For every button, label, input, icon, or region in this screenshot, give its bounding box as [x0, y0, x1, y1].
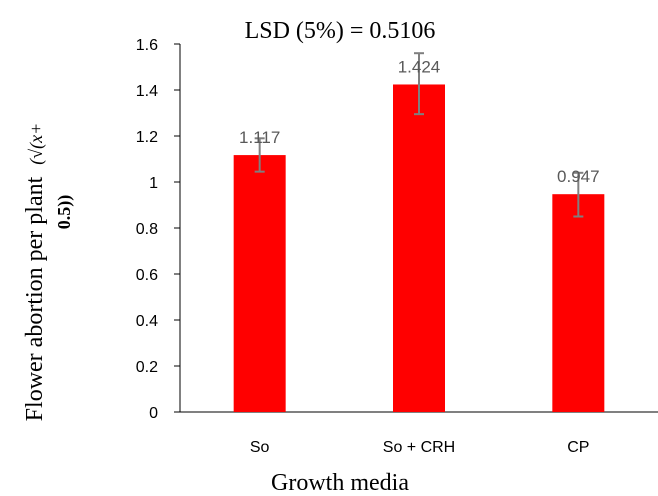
y-axis-label: Flower abortion per plant (√(x+ 0.5)): [22, 123, 75, 422]
y-tick-label: 0: [149, 405, 158, 422]
bars: [233, 84, 605, 412]
data-label: 1.424: [398, 57, 441, 76]
category-label: So + CRH: [383, 439, 455, 456]
category-labels: So So + CRH CP: [250, 439, 590, 456]
data-label: 0.947: [557, 167, 600, 186]
y-axis-label-main: Flower abortion per plant: [22, 176, 48, 421]
y-tick-label: 1.6: [136, 37, 158, 54]
y-tick-label: 1.4: [136, 83, 158, 100]
data-label: 1.117: [239, 128, 280, 147]
y-tick-label: 0.6: [136, 267, 158, 284]
category-label: So: [250, 439, 270, 456]
y-axis-label-formula-1: (√(x+: [26, 123, 47, 165]
y-tick-label: 1.2: [136, 129, 158, 146]
y-axis-label-formula-2: 0.5)): [54, 195, 75, 230]
x-axis-label: Growth media: [271, 470, 409, 496]
chart-title: LSD (5%) = 0.5106: [245, 18, 436, 44]
svg-text:Flower abortion per plant: Flower abortion per plant (√(x+: [22, 123, 48, 422]
y-tick-label: 0.8: [136, 221, 158, 238]
bar: [552, 194, 605, 412]
category-label: CP: [567, 439, 589, 456]
data-labels: 1.117 1.424 0.947: [239, 57, 600, 186]
y-tick-label: 0.2: [136, 359, 158, 376]
bar: [393, 84, 445, 412]
y-tick-label: 0.4: [136, 313, 158, 330]
y-ticks: 0 0.2 0.4 0.6 0.8 1 1.2 1.4 1.6: [136, 37, 180, 422]
error-bars: [254, 52, 584, 218]
bar: [233, 155, 286, 412]
y-tick-label: 1: [149, 175, 158, 192]
